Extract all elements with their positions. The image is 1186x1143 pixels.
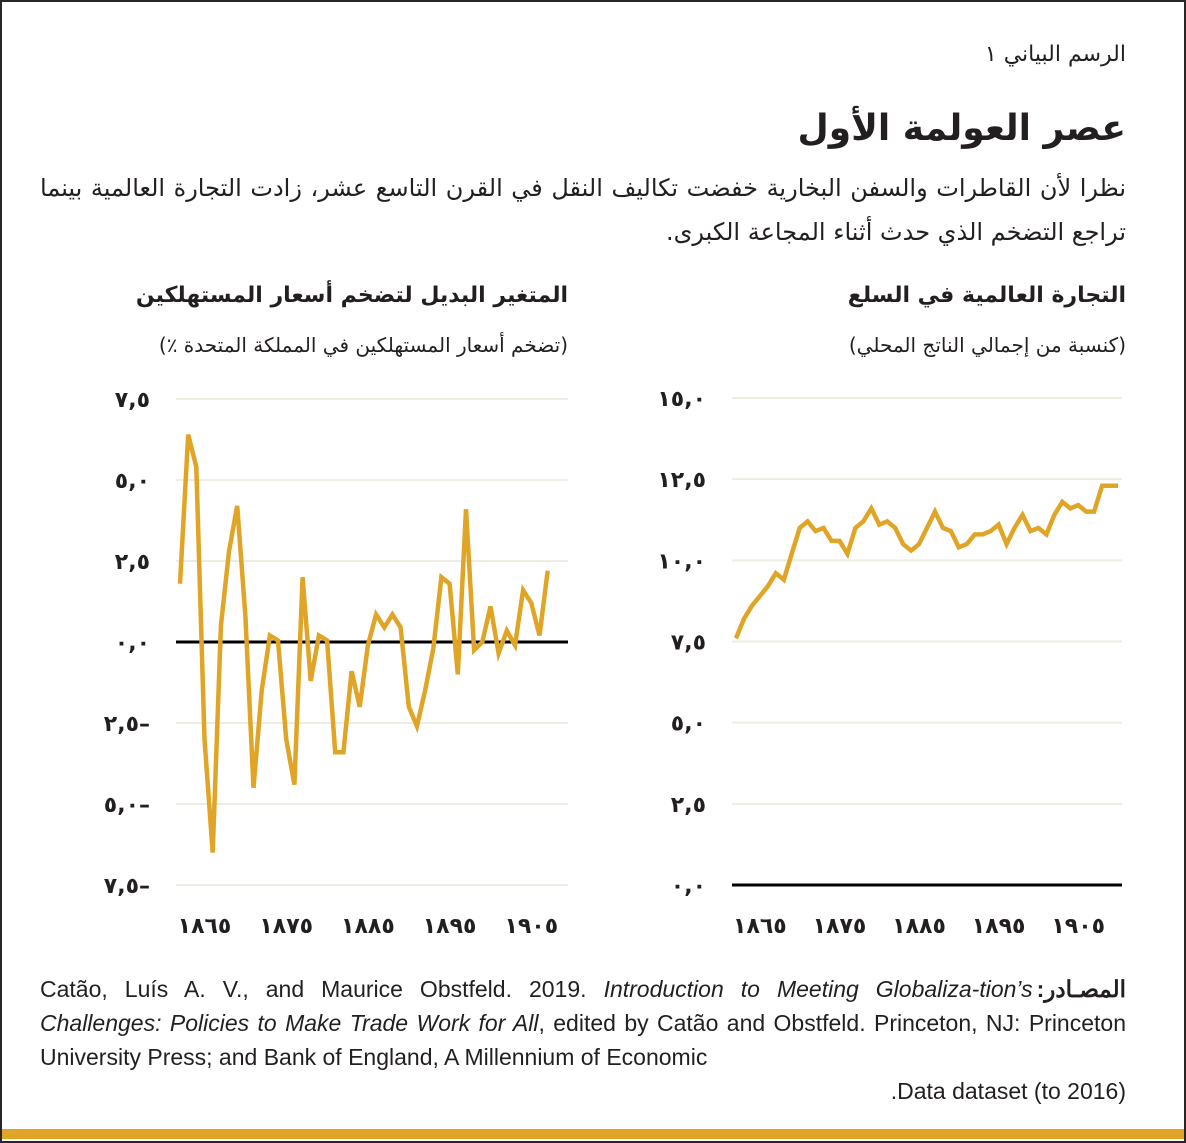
y-tick-label: ١٠,٠	[657, 549, 706, 574]
y-tick-label: ٢,٥	[115, 550, 150, 575]
x-tick-label: ١٨٧٥	[259, 914, 313, 939]
source-book-title: Introduction to Meeting Globaliza-tion’s…	[40, 976, 1033, 1036]
y-tick-label: ٠,٠	[671, 874, 706, 899]
x-tick-label: ١٨٨٥	[341, 914, 395, 939]
source-label: المصـادر:	[1036, 976, 1126, 1002]
y-tick-label: ٧,٥–	[104, 874, 150, 899]
x-tick-label: ١٨٧٥	[813, 914, 867, 939]
trade-chart: ١٥,٠ ١٢,٥ ١٠,٠ ٧,٥ ٥,٠ ٢,٥ ٠,٠ ١٨٦٥ ١٨٧٥ ١٨٨٥ ١٨٩٥…	[657, 387, 1122, 939]
figure-subtitle: نظرا لأن القاطرات والسفن البخارية خفضت ت…	[40, 174, 1126, 246]
data-line	[177, 434, 550, 853]
source-text-2: , edited by Catão and Obstfeld. Princeto…	[40, 1010, 1126, 1070]
y-tick-label: ٢,٥–	[104, 712, 150, 737]
y-tick-label: ٥,٠	[671, 712, 706, 737]
data-line	[733, 483, 1118, 640]
accent-bottom-bar	[2, 1129, 1184, 1139]
figure-title: عصر العولمة الأول	[797, 108, 1126, 149]
inflation-chart-subtitle: (تضخم أسعار المستهلكين في المملكة المتحد…	[158, 333, 568, 357]
source-text: Catão, Luís A. V., and Maurice Obstfeld.…	[40, 976, 587, 1002]
y-tick-label: ٥,٠–	[104, 793, 150, 818]
x-tick-label: ١٨٩٥	[972, 914, 1026, 939]
x-tick-label: ١٩٠٥	[1051, 914, 1105, 939]
x-tick-label: ١٨٦٥	[733, 914, 787, 939]
trade-chart-title: التجارة العالمية في السلع	[847, 283, 1126, 308]
y-tick-label: ٠,٠	[115, 631, 150, 656]
source-note: المصـادر: Catão, Luís A. V., and Maurice…	[40, 972, 1126, 1108]
y-tick-label: ١٢,٥	[657, 468, 706, 493]
y-tick-label: ٢,٥	[671, 793, 706, 818]
x-tick-label: ١٨٦٥	[178, 914, 232, 939]
inflation-chart-title: المتغير البديل لتضخم أسعار المستهلكين	[135, 283, 568, 308]
y-tick-label: ١٥,٠	[657, 387, 706, 412]
x-tick-label: ١٩٠٥	[504, 914, 558, 939]
x-tick-label: ١٨٩٥	[423, 914, 477, 939]
inflation-chart: ٧,٥ ٥,٠ ٢,٥ ٠,٠ ٢,٥– ٥,٠– ٧,٥– ١٨٦٥ ١٨٧٥ ١٨٨٥ ١٨٩٥…	[104, 388, 568, 939]
source-last-line: .Data dataset (to 2016)	[890, 1078, 1126, 1104]
x-tick-label: ١٨٨٥	[892, 914, 946, 939]
y-tick-label: ٥,٠	[115, 469, 150, 494]
figure-label: الرسم البياني ١	[984, 42, 1126, 67]
y-tick-label: ٧,٥	[671, 631, 706, 656]
trade-chart-subtitle: (كنسبة من إجمالي الناتج المحلي)	[848, 333, 1126, 357]
y-tick-label: ٧,٥	[115, 388, 150, 413]
charts-canvas: ٧,٥ ٥,٠ ٢,٥ ٠,٠ ٢,٥– ٥,٠– ٧,٥– ١٨٦٥ ١٨٧٥ ١٨٨٥ ١٨٩٥…	[104, 387, 1122, 939]
